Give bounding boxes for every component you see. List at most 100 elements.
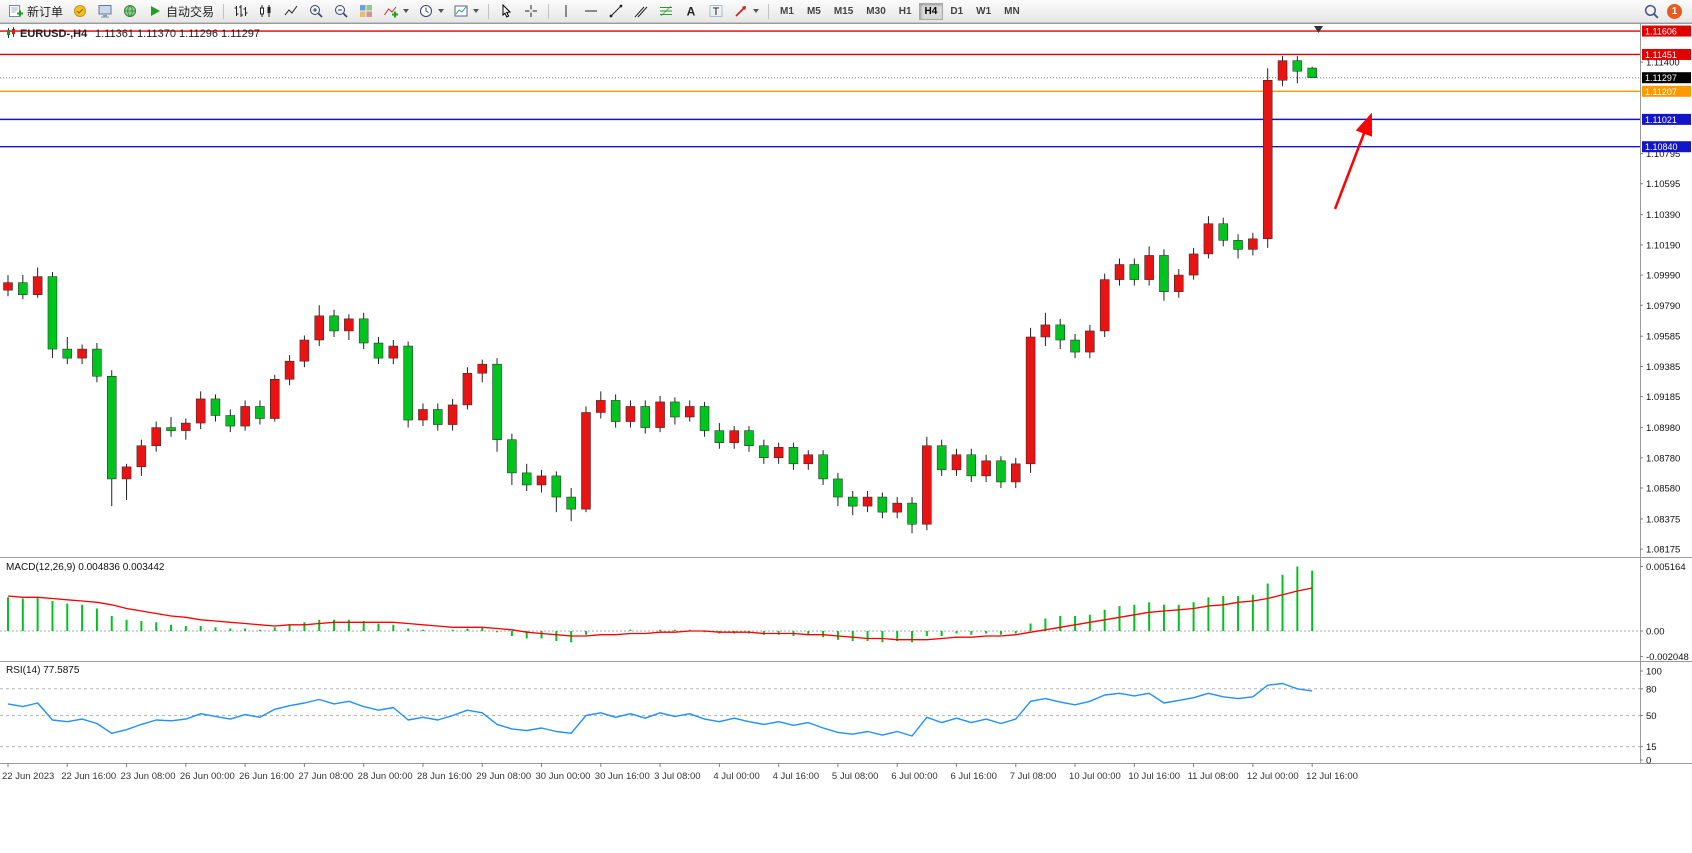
price-tick-label: 1.09990 [1646, 271, 1680, 282]
new-order-icon [9, 5, 23, 17]
rsi-line [7, 682, 1313, 737]
candle-bullish [596, 400, 606, 413]
template-icon [454, 5, 468, 17]
chart-surface[interactable]: 1.11400 1.10795 1.10595 1.10390 1.10190 1.099… [0, 23, 1692, 848]
new-order-button[interactable]: 新订单 [4, 1, 67, 21]
cursor-button[interactable] [494, 1, 518, 21]
timeframe-m5-button[interactable]: M5 [801, 3, 827, 20]
candle-bearish [1218, 223, 1228, 241]
indicators-button[interactable] [379, 1, 413, 21]
time-label: 11 Jul 08:00 [1188, 771, 1239, 782]
autotrading-button[interactable]: 自动交易 [143, 1, 218, 21]
templates-button[interactable] [449, 1, 483, 21]
candle-bullish [1174, 274, 1184, 292]
price-tag-1.10840 [1642, 141, 1691, 153]
metaeditor-button[interactable] [68, 1, 92, 21]
price-tag-1.11606 [1642, 25, 1691, 37]
label-tool-button[interactable]: T [704, 1, 728, 21]
channel-icon [634, 6, 648, 18]
candle-bullish [344, 318, 354, 332]
candlestick-icon [260, 5, 271, 17]
data-window-button[interactable] [93, 1, 117, 21]
vertical-line-button[interactable] [554, 1, 578, 21]
candle-bearish [936, 445, 947, 471]
timeframe-h4-button[interactable]: H4 [918, 2, 944, 20]
candle-bullish [195, 398, 206, 424]
timeframe-h1-button[interactable]: H1 [893, 3, 918, 20]
channel-button[interactable] [629, 1, 653, 21]
rsi-tick-label: 80 [1646, 684, 1657, 695]
tile-windows-button[interactable] [354, 1, 378, 21]
time-label: 7 Jul 08:00 [1010, 771, 1056, 782]
price-tick-label: 1.11400 [1646, 58, 1680, 69]
candle-bullish [1114, 264, 1125, 280]
candle-bullish [773, 446, 784, 459]
indicators-dropdown-caret [403, 9, 410, 13]
navigator-button[interactable] [118, 1, 142, 21]
candle-bearish [818, 454, 828, 480]
timeframe-d1-button[interactable]: D1 [944, 3, 969, 20]
candle-bearish [1292, 60, 1303, 72]
ohlc-bars-icon [234, 5, 248, 17]
rsi-label: RSI(14) 77.5875 [6, 665, 80, 676]
line-chart-icon [284, 5, 298, 16]
time-label: 10 Jul 00:00 [1069, 771, 1121, 782]
candle-bearish [62, 348, 73, 359]
candle-bearish [1129, 264, 1140, 280]
price-tag-label: 1.11021 [1645, 115, 1677, 125]
horizontal-line-button[interactable] [579, 1, 603, 21]
crosshair-button[interactable] [519, 1, 543, 21]
vertical-line-icon [565, 5, 567, 17]
new-order-label: 新订单 [27, 4, 64, 19]
pane-frame [0, 23, 1692, 764]
search-button[interactable] [1639, 1, 1664, 21]
candle-bearish [699, 406, 710, 431]
candle-bullish [1040, 324, 1051, 338]
candlestick-chart-button[interactable] [254, 1, 278, 21]
timeframe-m15-button[interactable]: M15 [828, 3, 859, 20]
candle-bullish [121, 466, 132, 480]
price-axis[interactable]: 1.11400 1.10795 1.10595 1.10390 1.10190 1.099… [1640, 25, 1691, 767]
timeframe-m30-button[interactable]: M30 [860, 3, 891, 20]
candle-bearish [877, 496, 888, 513]
toolbar-separator [488, 3, 490, 19]
text-tool-button[interactable]: A [679, 1, 703, 21]
price-tick-label: 1.10595 [1646, 179, 1680, 190]
arrows-tool-button[interactable] [729, 1, 763, 21]
candle-bullish [892, 502, 902, 513]
timeframe-w1-button[interactable]: W1 [970, 3, 997, 20]
horizontal-price-lines[interactable] [0, 30, 1640, 148]
toolbar-separator [768, 3, 770, 19]
candle-bearish [18, 282, 28, 295]
notification-badge[interactable]: 1 [1667, 3, 1682, 19]
time-axis[interactable]: 22 Jun 2023 22 Jun 16:00 23 Jun 08:00 26 Ju… [2, 763, 1358, 782]
candle-bullish [536, 475, 547, 486]
candle-bearish [329, 315, 339, 332]
timeframe-m1-button[interactable]: M1 [774, 3, 800, 20]
candle-bullish [284, 360, 295, 380]
candle-bullish [951, 454, 962, 471]
candle-bullish [1144, 255, 1154, 280]
candle-bullish [181, 422, 191, 431]
line-chart-button[interactable] [279, 1, 303, 21]
candle-bearish [566, 496, 576, 510]
candle-bearish [373, 342, 384, 359]
main-toolbar: 新订单 自动交易 [0, 0, 1692, 23]
time-label: 26 Jun 16:00 [239, 771, 294, 782]
zoom-in-button[interactable] [304, 1, 328, 21]
candle-bearish [521, 472, 532, 486]
trend-arrow-annotation[interactable] [1333, 112, 1373, 210]
candle-bearish [1055, 324, 1065, 341]
bar-chart-button[interactable] [229, 1, 253, 21]
timeframe-mn-button[interactable]: MN [998, 3, 1026, 20]
trend-arrow[interactable] [1333, 112, 1373, 210]
trendline-button[interactable] [604, 1, 628, 21]
zoom-out-button[interactable] [329, 1, 353, 21]
chart-shift-marker[interactable] [1314, 26, 1323, 33]
candle-bearish [47, 276, 58, 350]
fibonacci-button[interactable] [654, 1, 678, 21]
periods-button[interactable] [414, 1, 448, 21]
price-tick-label: 1.08580 [1646, 483, 1680, 494]
horizontal-line-icon [585, 10, 598, 12]
price-tick-label: 1.09385 [1646, 362, 1680, 373]
